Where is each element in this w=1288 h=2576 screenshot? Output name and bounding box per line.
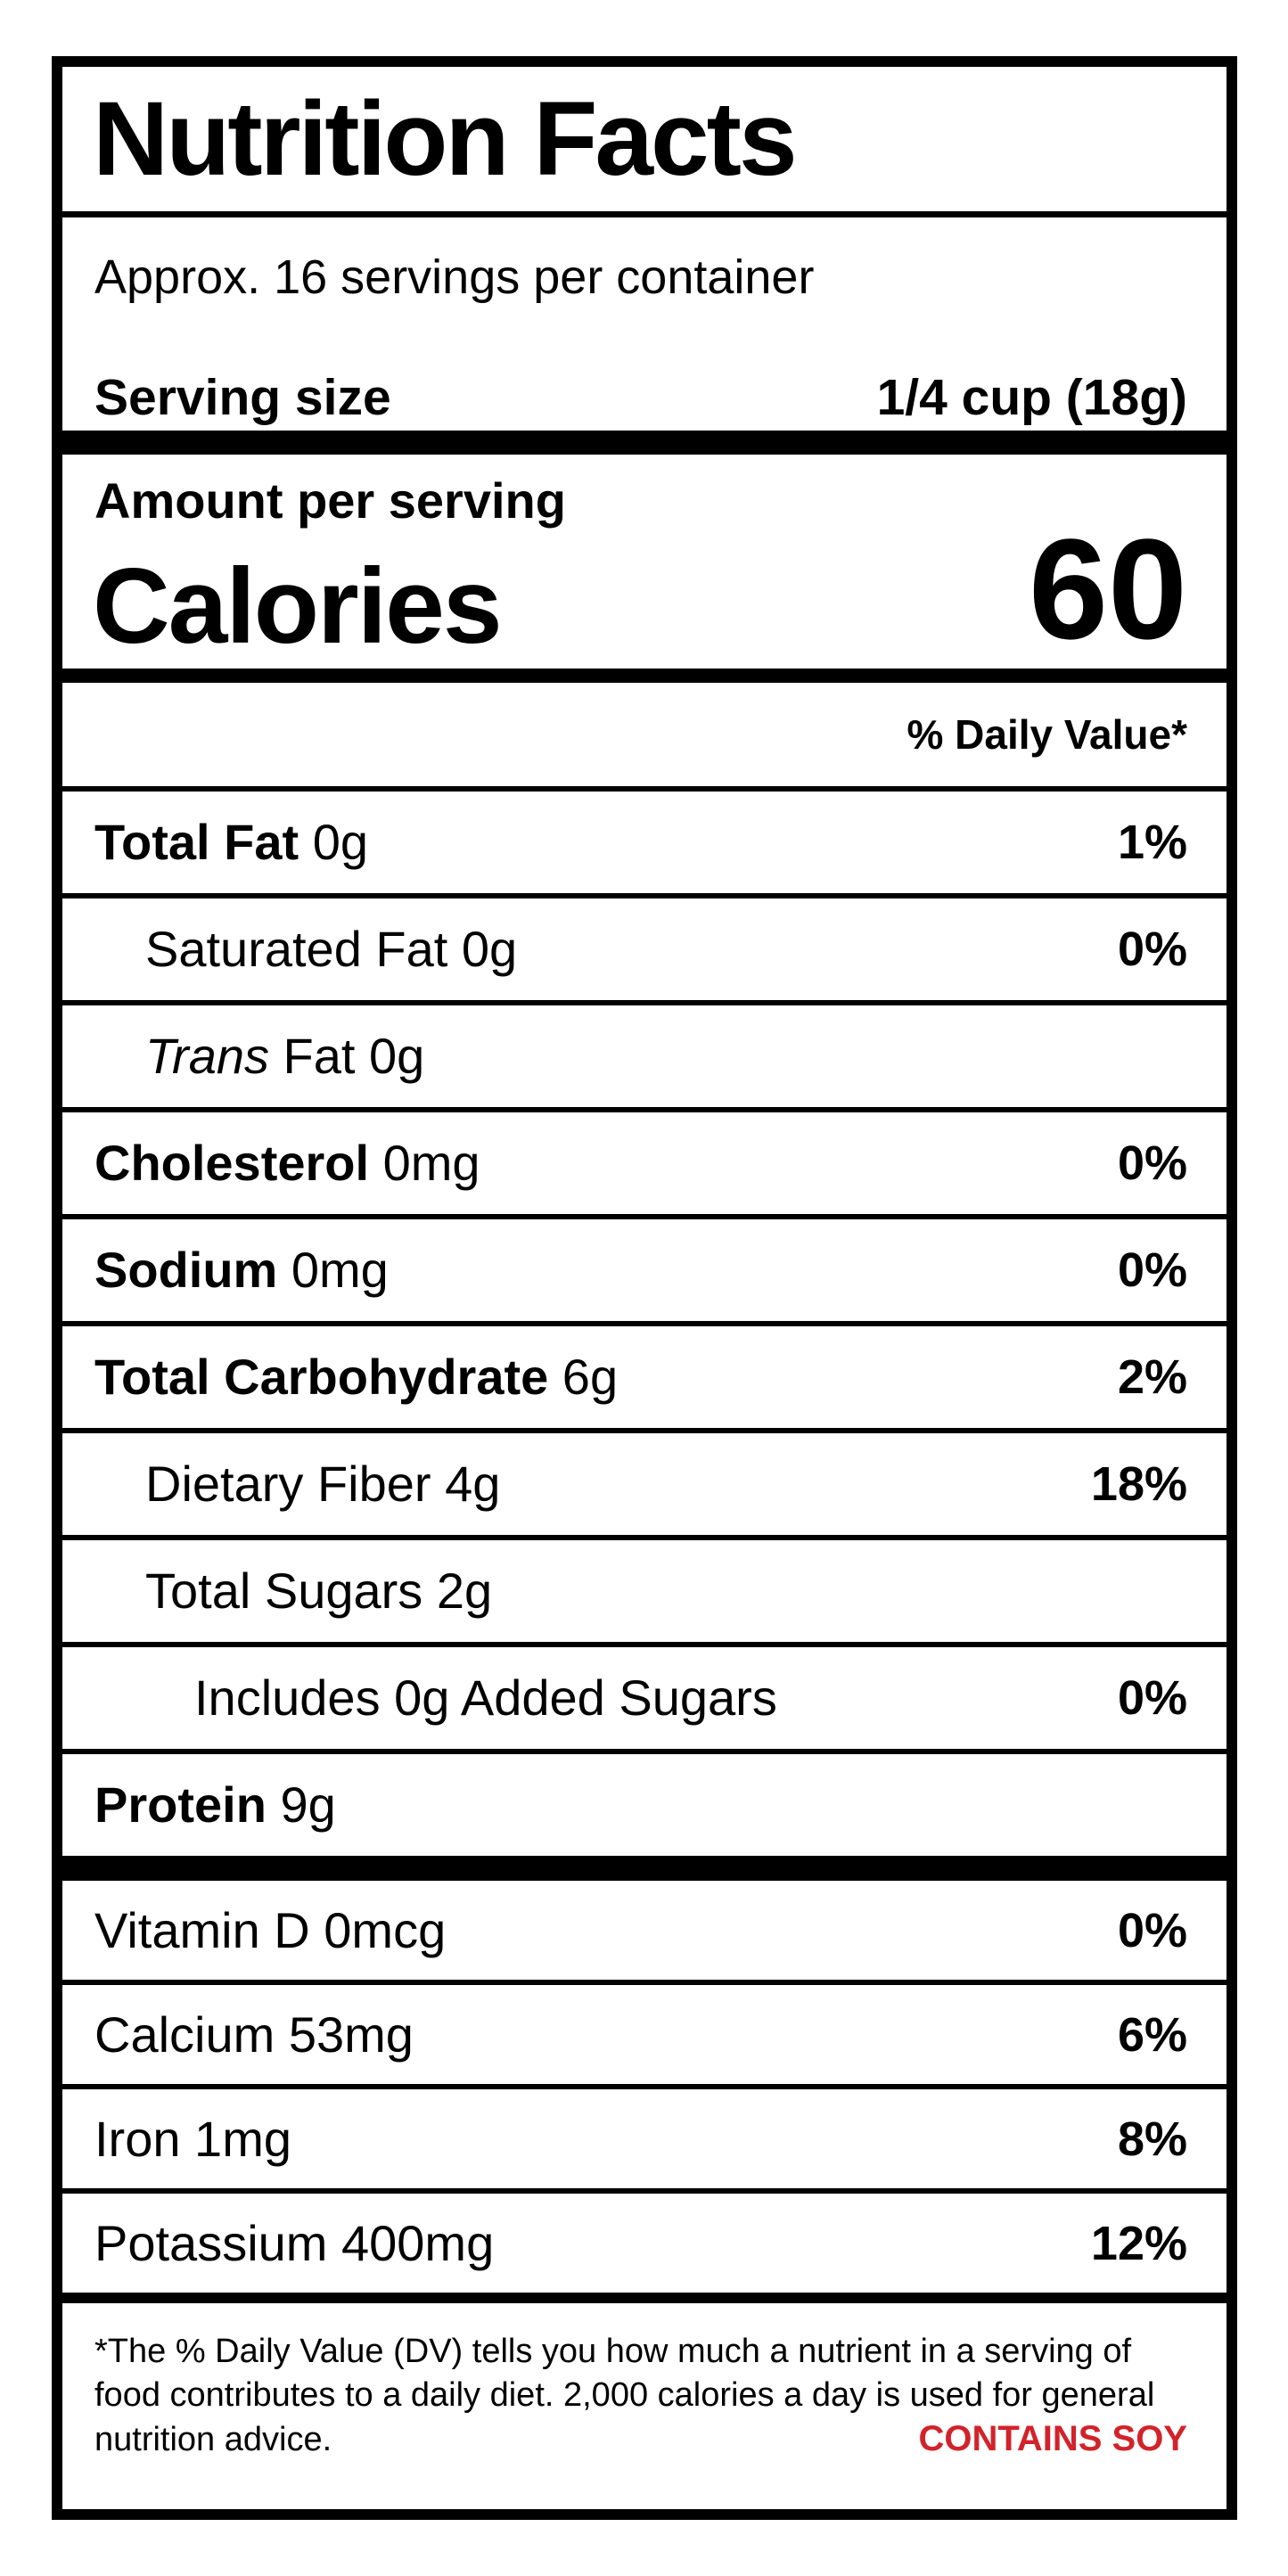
thick-separator-bar-2 <box>62 1856 1226 1881</box>
nutrient-row: Total Sugars 2g <box>62 1540 1226 1647</box>
footnote-line-1: *The % Daily Value (DV) tells you how mu… <box>94 2333 1132 2370</box>
nutrient-name: Dietary Fiber 4g <box>145 1456 501 1512</box>
nutrient-row: Iron 1mg 8% <box>62 2089 1226 2194</box>
nutrient-name: Vitamin D 0mcg <box>94 1901 447 1958</box>
nutrient-row: Protein 9g <box>62 1754 1226 1856</box>
nutrient-row: Trans Fat 0g <box>62 1005 1226 1112</box>
label-title: Nutrition Facts <box>93 80 798 198</box>
nutrient-row: Vitamin D 0mcg 0% <box>62 1881 1226 1985</box>
footnote-line-3: nutrition advice. CONTAINS SOY <box>94 2417 1187 2462</box>
nutrient-name: Total Carbohydrate 6g <box>94 1349 619 1405</box>
daily-value-percent: 0% <box>1117 1136 1187 1190</box>
daily-value-percent: 6% <box>1117 2007 1187 2062</box>
footnote-separator-bar <box>62 2293 1226 2303</box>
nutrient-name: Calcium 53mg <box>94 2006 414 2063</box>
nutrient-row: Potassium 400mg 12% <box>62 2194 1226 2293</box>
allergen-text: CONTAINS SOY <box>918 2419 1187 2458</box>
daily-value-header: % Daily Value* <box>62 683 1226 792</box>
nutrient-row: Total Fat 0g 1% <box>62 792 1226 898</box>
serving-size-label: Serving size <box>94 369 391 426</box>
nutrient-name: Trans Fat 0g <box>145 1028 425 1084</box>
nutrient-name: Includes 0g Added Sugars <box>194 1669 777 1726</box>
nutrient-name: Saturated Fat 0g <box>145 921 518 977</box>
nutrient-name: Sodium 0mg <box>94 1242 389 1298</box>
calories-section: Amount per serving Calories 60 <box>62 455 1226 669</box>
daily-value-percent: 0% <box>1117 923 1187 976</box>
medium-separator-bar <box>62 669 1226 683</box>
daily-value-percent: 12% <box>1090 2216 1187 2270</box>
serving-section: Approx. 16 servings per container Servin… <box>62 217 1226 431</box>
thick-separator-bar <box>62 431 1226 455</box>
footnote-section: *The % Daily Value (DV) tells you how mu… <box>62 2303 1226 2509</box>
daily-value-percent: 0% <box>1117 1243 1187 1297</box>
nutrient-name: Cholesterol 0mg <box>94 1135 480 1191</box>
calories-value: 60 <box>1029 508 1187 669</box>
vitamin-mineral-rows: Vitamin D 0mcg 0% Calcium 53mg 6% Iron 1mg 8%… <box>62 1881 1226 2293</box>
nutrient-row: Includes 0g Added Sugars 0% <box>62 1647 1226 1754</box>
nutrient-row: Dietary Fiber 4g 18% <box>62 1433 1226 1540</box>
daily-value-percent: 0% <box>1117 1671 1187 1725</box>
nutrient-name: Total Sugars 2g <box>145 1563 493 1619</box>
serving-size-value: 1/4 cup (18g) <box>876 369 1187 426</box>
nutrient-row: Sodium 0mg 0% <box>62 1219 1226 1326</box>
daily-value-percent: 8% <box>1117 2112 1187 2166</box>
daily-value-percent: 18% <box>1090 1457 1187 1511</box>
nutrient-row: Total Carbohydrate 6g 2% <box>62 1326 1226 1433</box>
nutrient-name: Protein 9g <box>94 1776 336 1833</box>
calories-label: Calories <box>93 546 503 666</box>
serving-size-row: Serving size 1/4 cup (18g) <box>94 373 1187 423</box>
title-section: Nutrition Facts <box>62 67 1226 217</box>
daily-value-percent: 1% <box>1117 816 1187 869</box>
nutrient-row: Calcium 53mg 6% <box>62 1985 1226 2089</box>
daily-value-percent: 2% <box>1117 1350 1187 1404</box>
amount-per-serving-label: Amount per serving <box>94 472 566 529</box>
nutrient-name: Potassium 400mg <box>94 2214 495 2271</box>
nutrient-name: Iron 1mg <box>94 2110 291 2167</box>
nutrient-row: Cholesterol 0mg 0% <box>62 1112 1226 1219</box>
footnote-line-3-text: nutrition advice. <box>94 2421 332 2458</box>
servings-per-container: Approx. 16 servings per container <box>94 250 815 304</box>
nutrition-facts-label: Nutrition Facts Approx. 16 servings per … <box>52 56 1237 2520</box>
nutrient-rows: Total Fat 0g 1% Saturated Fat 0g 0% Trans Fa… <box>62 792 1226 1856</box>
nutrient-row: Saturated Fat 0g 0% <box>62 898 1226 1005</box>
daily-value-percent: 0% <box>1117 1903 1187 1957</box>
footnote-line-2: food contributes to a daily diet. 2,000 … <box>94 2376 1155 2414</box>
nutrient-name: Total Fat 0g <box>94 814 369 870</box>
